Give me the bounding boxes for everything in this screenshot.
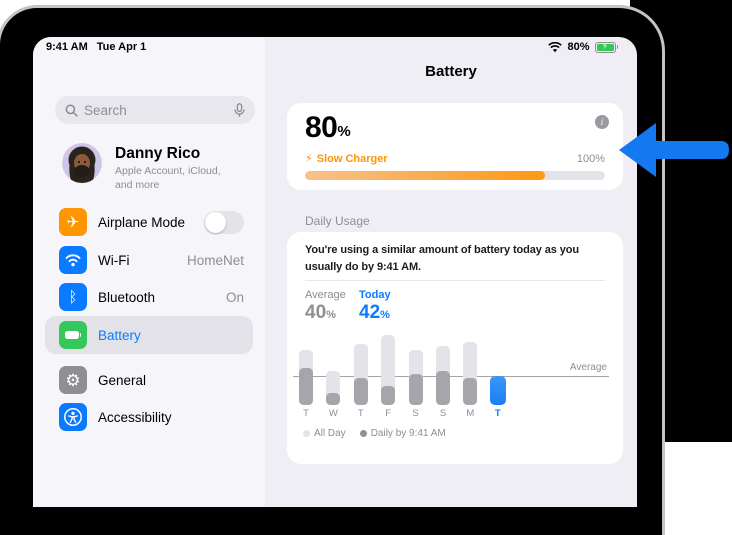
slow-charger-label: ⚡ Slow Charger (305, 152, 388, 166)
bluetooth-value: On (225, 289, 244, 305)
chart-day-label: W (328, 408, 338, 419)
chart-bar-daily (299, 368, 313, 405)
usage-chart: Average (287, 329, 623, 405)
chart-day-label: T (494, 408, 501, 419)
legend-item-daily: Daily by 9:41 AM (359, 428, 446, 439)
status-battery-percent: 80% (567, 41, 590, 53)
usage-summary: You're using a similar amount of battery… (305, 244, 580, 273)
average-label: Average (305, 289, 346, 301)
search-icon (65, 104, 78, 117)
chart-bar-daily (463, 378, 478, 405)
bluetooth-icon: ᛒ (59, 283, 87, 311)
sidebar-item-wifi[interactable]: Wi-Fi HomeNet (45, 241, 253, 279)
chart-day-label: T (303, 408, 309, 419)
airplane-icon: ✈ (59, 208, 87, 236)
accessibility-icon (59, 403, 87, 431)
chart-bar-daily (381, 386, 396, 405)
battery-progress-bar (305, 171, 605, 180)
chart-day-label: T (357, 408, 364, 419)
search-placeholder: Search (84, 102, 127, 118)
sidebar-item-accessibility[interactable]: Accessibility (45, 398, 253, 436)
battery-charging-icon: ⚡ (594, 41, 616, 53)
chart-day-label: S (439, 408, 447, 419)
battery-level-card: 80% i ⚡ Slow Charger 100% (287, 103, 623, 190)
legend-dot-all-day (303, 430, 310, 437)
settings-sidebar: Search Danny Rico Apple Account, iCloud,… (33, 37, 265, 507)
profile-name[interactable]: Danny Rico (115, 145, 201, 162)
battery-progress-fill (305, 171, 545, 180)
airplane-mode-toggle[interactable] (204, 210, 244, 234)
chart-day-label: F (385, 408, 392, 419)
battery-icon (59, 321, 87, 349)
sidebar-item-airplane-mode[interactable]: ✈ Airplane Mode (45, 203, 253, 241)
average-line-label: Average (569, 362, 607, 373)
daily-usage-card: You're using a similar amount of battery… (287, 232, 623, 464)
search-input[interactable]: Search (55, 96, 255, 124)
avatar[interactable] (62, 143, 102, 183)
wifi-icon (59, 246, 87, 274)
annotation-arrow (619, 123, 729, 177)
info-icon[interactable]: i (595, 115, 609, 129)
chart-bar-daily (326, 393, 341, 405)
wifi-status-icon (548, 41, 563, 52)
chart-day-label: M (466, 408, 475, 419)
bolt-icon: ⚡ (305, 153, 313, 165)
average-line (293, 375, 609, 377)
today-value: 42% (359, 302, 390, 323)
sidebar-item-battery[interactable]: Battery (45, 316, 253, 354)
profile-subtitle: Apple Account, iCloud, and more (115, 165, 221, 191)
chart-bar-daily (408, 374, 423, 405)
battery-pane: Battery 80% i ⚡ Slow Charger 100% Daily … (265, 37, 637, 507)
microphone-icon[interactable] (234, 102, 245, 118)
chart-bar-daily (353, 378, 368, 405)
status-bar: 9:41 AM Tue Apr 1 80% ⚡ (33, 41, 637, 56)
average-value: 40% (305, 302, 336, 323)
divider (305, 280, 605, 281)
wifi-value: HomeNet (186, 252, 244, 268)
gear-icon: ⚙ (59, 366, 87, 394)
charge-limit-label: 100% (576, 152, 605, 165)
battery-percent-value: 80% (305, 111, 351, 144)
legend-dot-daily (359, 430, 367, 437)
daily-usage-header: Daily Usage (305, 214, 370, 228)
status-date: Tue Apr 1 (96, 41, 147, 53)
legend-item-all-day: All Day (303, 428, 346, 439)
ipad-screen: 9:41 AM Tue Apr 1 80% ⚡ (33, 37, 637, 507)
sidebar-item-general[interactable]: ⚙ General (45, 361, 253, 399)
page-title: Battery (425, 63, 477, 80)
status-time: 9:41 AM (46, 41, 88, 53)
today-label: Today (359, 289, 391, 301)
chart-legend: All Day Daily by 9:41 AM (303, 428, 446, 439)
chart-bar-today (489, 376, 506, 405)
chart-bar-daily (436, 371, 450, 405)
chart-day-label: S (412, 408, 419, 419)
sidebar-item-bluetooth[interactable]: ᛒ Bluetooth On (45, 278, 253, 316)
